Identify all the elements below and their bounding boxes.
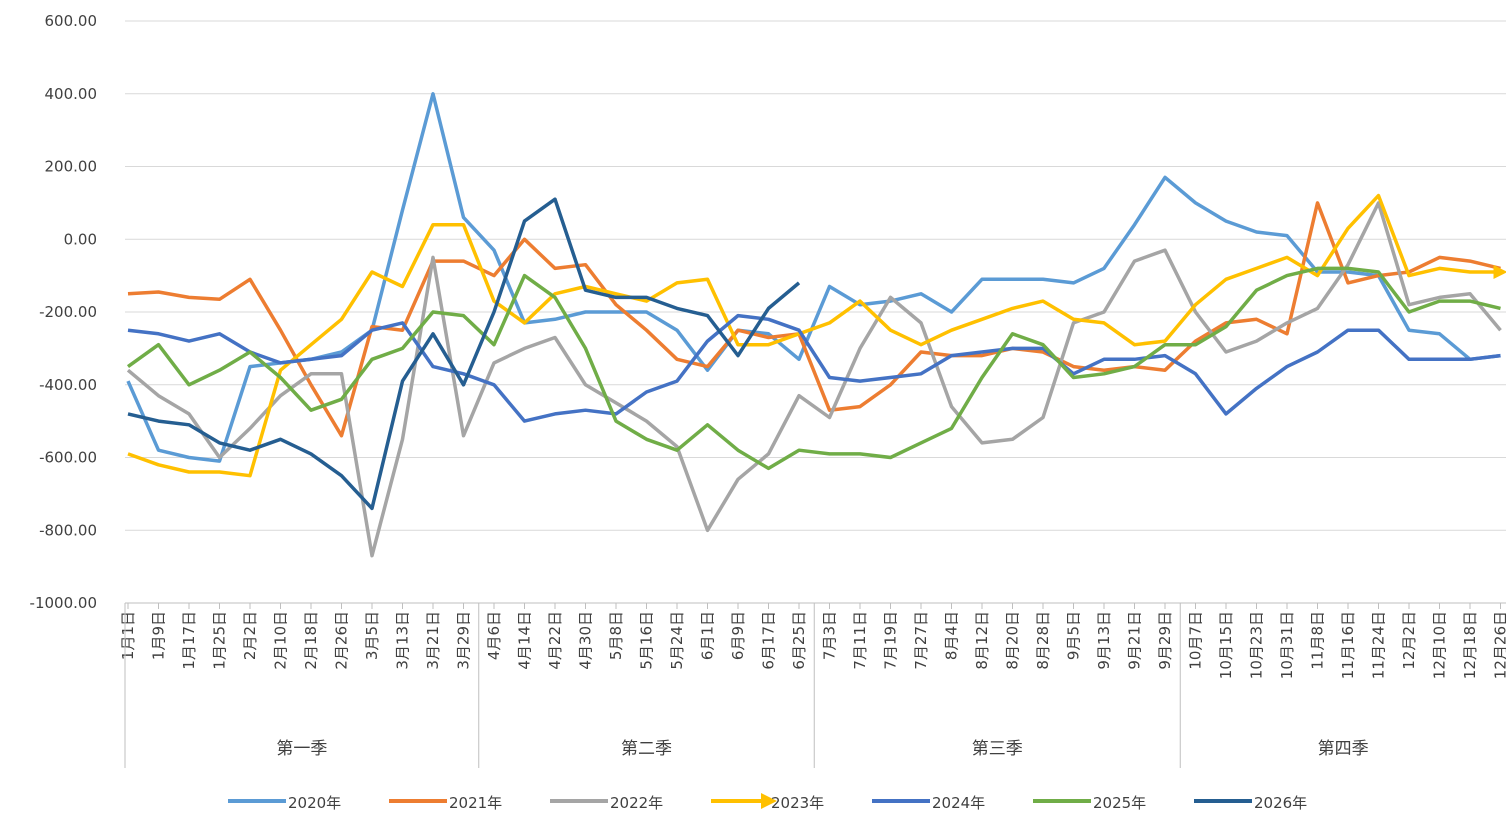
- x-tick-label: 6月25日: [790, 611, 808, 670]
- legend-label: 2021年: [449, 794, 502, 812]
- x-tick-label: 12月18日: [1461, 611, 1479, 679]
- legend-item: 2025年: [1033, 794, 1146, 812]
- x-tick-label: 9月29日: [1156, 611, 1174, 670]
- x-tick-label: 12月26日: [1492, 611, 1506, 679]
- x-tick-label: 10月15日: [1217, 611, 1235, 679]
- x-tick-label: 10月23日: [1248, 611, 1266, 679]
- legend-label: 2020年: [288, 794, 341, 812]
- legend-item: 2023年: [711, 794, 824, 812]
- x-tick-label: 5月16日: [638, 611, 656, 670]
- x-tick-label: 3月29日: [455, 611, 473, 670]
- y-tick-label: 200.00: [45, 158, 98, 176]
- x-tick-label: 8月28日: [1034, 611, 1052, 670]
- legend-label: 2026年: [1254, 794, 1307, 812]
- y-tick-label: -400.00: [39, 376, 97, 394]
- legend-item: 2020年: [228, 794, 341, 812]
- x-tick-label: 2月10日: [272, 611, 290, 670]
- legend-item: 2022年: [550, 794, 663, 812]
- x-tick-label: 2月26日: [333, 611, 351, 670]
- x-tick-label: 5月8日: [607, 611, 625, 660]
- x-tick-label: 8月20日: [1004, 611, 1022, 670]
- x-tick-label: 3月21日: [424, 611, 442, 670]
- legend-label: 2022年: [610, 794, 663, 812]
- y-tick-label: -200.00: [39, 303, 97, 321]
- x-tick-label: 1月9日: [150, 611, 168, 660]
- x-tick-label: 2月18日: [302, 611, 320, 670]
- legend-label: 2023年: [771, 794, 824, 812]
- x-tick-label: 11月8日: [1309, 611, 1327, 670]
- x-tick-label: 3月13日: [394, 611, 412, 670]
- legend-item: 2026年: [1194, 794, 1307, 812]
- x-tick-label: 1月25日: [211, 611, 229, 670]
- x-tick-label: 9月21日: [1126, 611, 1144, 670]
- y-tick-label: 400.00: [45, 85, 98, 103]
- x-tick-label: 4月30日: [577, 611, 595, 670]
- x-tick-label: 7月3日: [821, 611, 839, 660]
- x-tick-label: 11月16日: [1339, 611, 1357, 679]
- group-label: 第一季: [276, 739, 327, 759]
- x-tick-label: 6月17日: [760, 611, 778, 670]
- x-tick-label: 3月5日: [363, 611, 381, 660]
- group-label: 第三季: [972, 739, 1023, 759]
- y-tick-label: 600.00: [45, 12, 98, 30]
- x-tick-label: 8月4日: [943, 611, 961, 660]
- series-line: [128, 203, 1501, 556]
- y-tick-label: -800.00: [39, 521, 97, 539]
- x-tick-label: 1月17日: [180, 611, 198, 670]
- y-tick-label: -1000.00: [30, 594, 97, 612]
- legend-item: 2021年: [389, 794, 502, 812]
- y-tick-label: -600.00: [39, 449, 97, 467]
- x-tick-label: 2月2日: [241, 611, 259, 660]
- legend-label: 2024年: [932, 794, 985, 812]
- x-tick-label: 4月14日: [516, 611, 534, 670]
- x-tick-label: 9月13日: [1095, 611, 1113, 670]
- group-label: 第四季: [1318, 739, 1369, 759]
- group-label: 第二季: [621, 739, 672, 759]
- x-tick-label: 7月19日: [882, 611, 900, 670]
- x-tick-label: 12月10日: [1431, 611, 1449, 679]
- legend-label: 2025年: [1093, 794, 1146, 812]
- x-tick-label: 7月27日: [912, 611, 930, 670]
- x-tick-label: 8月12日: [973, 611, 991, 670]
- x-tick-label: 6月9日: [729, 611, 747, 660]
- x-tick-label: 12月2日: [1400, 611, 1418, 670]
- legend-item: 2024年: [872, 794, 985, 812]
- x-tick-label: 1月1日: [119, 611, 137, 660]
- x-tick-label: 7月11日: [851, 611, 869, 670]
- series-line: [128, 196, 1501, 476]
- x-tick-label: 9月5日: [1065, 611, 1083, 660]
- x-tick-label: 4月6日: [485, 611, 503, 660]
- y-tick-label: 0.00: [64, 230, 97, 248]
- x-tick-label: 5月24日: [668, 611, 686, 670]
- x-tick-label: 11月24日: [1370, 611, 1388, 679]
- x-tick-label: 10月31日: [1278, 611, 1296, 679]
- x-tick-label: 10月7日: [1187, 611, 1205, 670]
- x-tick-label: 4月22日: [546, 611, 564, 670]
- x-tick-label: 6月1日: [699, 611, 717, 660]
